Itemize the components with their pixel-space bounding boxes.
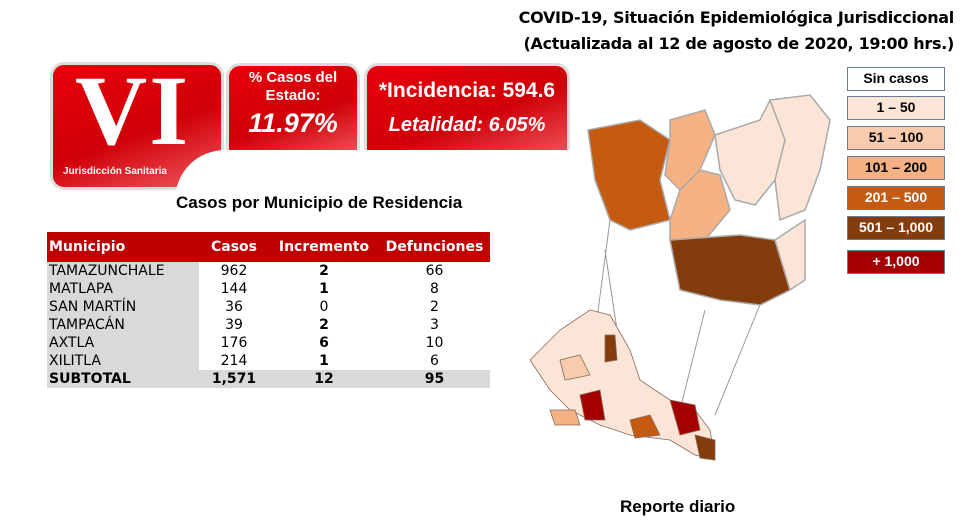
legend-item: 101 – 200 xyxy=(847,156,945,180)
cell-casos: 962 xyxy=(220,263,248,279)
jurisdiction-map xyxy=(529,94,831,461)
map-tamazunchale xyxy=(669,234,791,306)
cell-incremento: 2 xyxy=(319,317,329,333)
subtotal-cell: 12 xyxy=(269,370,379,388)
legend-item: Sin casos xyxy=(847,67,945,91)
cell-municipio: XILITLA xyxy=(47,352,199,370)
lethality-value: Letalidad: 6.05% xyxy=(388,114,546,136)
enlarged-map xyxy=(587,94,831,306)
cell-incremento: 0 xyxy=(319,299,329,315)
cell-casos: 144 xyxy=(220,281,248,297)
cell-incremento: 6 xyxy=(319,335,329,351)
table-row: AXTLA 176 6 10 xyxy=(47,334,490,352)
state-share-card: % Casos del Estado: 11.97% xyxy=(226,63,360,163)
map-xilitla xyxy=(587,119,671,231)
legend-item: 1 – 50 xyxy=(847,96,945,120)
footer-label: Reporte diario xyxy=(620,497,736,516)
cell-defunciones: 10 xyxy=(425,335,444,351)
state-share-label-2: Estado: xyxy=(265,87,321,104)
table-row: TAMAZUNCHALE 962 2 66 xyxy=(47,262,490,280)
cell-casos: 176 xyxy=(220,335,248,351)
map-east xyxy=(774,218,806,292)
logo-numeral: VI xyxy=(75,55,191,166)
cell-defunciones: 3 xyxy=(430,317,439,333)
cell-casos: 214 xyxy=(220,353,248,369)
col-defunciones: Defunciones xyxy=(379,232,490,262)
title-line-1: COVID-19, Situación Epidemiológica Juris… xyxy=(518,8,955,27)
cell-casos: 36 xyxy=(225,299,243,315)
cell-defunciones: 8 xyxy=(430,281,439,297)
map-san-martin xyxy=(768,94,831,222)
state-share-label-1: % Casos del xyxy=(248,69,338,86)
cell-defunciones: 6 xyxy=(430,353,439,369)
cell-incremento: 1 xyxy=(319,353,329,369)
map-matlapa xyxy=(669,169,731,241)
indicators-card: *Incidencia: 594.6 Letalidad: 6.05% xyxy=(364,63,570,163)
cases-table: Municipio Casos Incremento Defunciones T… xyxy=(47,232,490,388)
subtotal-cell: 95 xyxy=(379,370,490,388)
cell-incremento: 2 xyxy=(319,263,329,279)
state-share-value: 11.97% xyxy=(248,108,338,138)
subtotal-row: SUBTOTAL 1,571 12 95 xyxy=(47,370,490,388)
col-incremento: Incremento xyxy=(269,232,379,262)
table-row: MATLAPA 144 1 8 xyxy=(47,280,490,298)
cell-municipio: TAMPACÁN xyxy=(47,316,199,334)
legend-item: 501 – 1,000 xyxy=(847,216,945,240)
table-row: SAN MARTÍN 36 0 2 xyxy=(47,298,490,316)
legend-item: + 1,000 xyxy=(847,250,945,274)
table-header: Municipio Casos Incremento Defunciones xyxy=(47,232,490,262)
jurisdiction-logo: VI Jurisdicción Sanitaria xyxy=(50,55,224,190)
table-title: Casos por Municipio de Residencia xyxy=(176,193,463,212)
table-row: TAMPACÁN 39 2 3 xyxy=(47,316,490,334)
cell-municipio: TAMAZUNCHALE xyxy=(47,262,199,280)
incidence-value: *Incidencia: 594.6 xyxy=(378,79,556,102)
legend-item: 201 – 500 xyxy=(847,186,945,210)
col-casos: Casos xyxy=(199,232,269,262)
title-line-2: (Actualizada al 12 de agosto de 2020, 19… xyxy=(523,34,954,53)
cell-municipio: AXTLA xyxy=(47,334,199,352)
cell-municipio: MATLAPA xyxy=(47,280,199,298)
cell-municipio: SAN MARTÍN xyxy=(47,298,199,316)
logo-label: Jurisdicción Sanitaria xyxy=(63,166,167,177)
legend-item: 51 – 100 xyxy=(847,126,945,150)
cell-defunciones: 2 xyxy=(430,299,439,315)
cell-defunciones: 66 xyxy=(425,263,444,279)
cell-casos: 39 xyxy=(225,317,243,333)
table-row: XILITLA 214 1 6 xyxy=(47,352,490,370)
subtotal-cell: SUBTOTAL xyxy=(47,370,199,388)
cell-incremento: 1 xyxy=(319,281,329,297)
state-map xyxy=(529,309,716,461)
col-municipio: Municipio xyxy=(47,232,199,262)
card-cutout xyxy=(175,150,595,210)
subtotal-cell: 1,571 xyxy=(199,370,269,388)
